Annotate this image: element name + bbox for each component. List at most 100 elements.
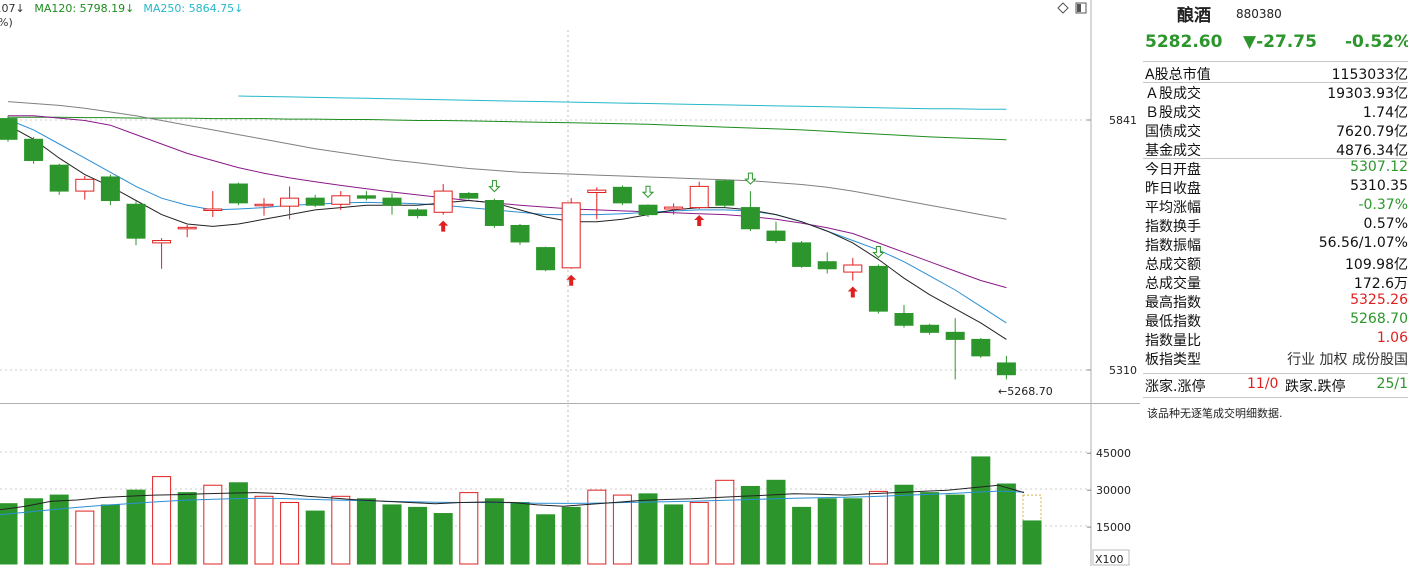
volume-bar [920, 492, 940, 565]
stat-row: 指数换手 0.57% [1143, 216, 1408, 235]
price-tick-label: 5310 [1109, 364, 1137, 377]
stat-row: 今日开盘 5307.12 [1143, 159, 1408, 178]
divider [1143, 61, 1408, 62]
advance-label: 涨家.涨停 [1145, 379, 1206, 395]
volume-bar [177, 492, 197, 565]
stat-value: 109.98亿 [1345, 257, 1408, 273]
volume-bar [382, 504, 402, 565]
volume-bar [1022, 520, 1042, 565]
legend-second-line: %) [0, 16, 13, 29]
volume-bar [868, 490, 888, 565]
volume-bar [740, 485, 760, 565]
stat-row: 指数量比 1.06 [1143, 330, 1408, 349]
stat-row: 总成交额 109.98亿 [1143, 254, 1408, 273]
ma-short-line [7, 124, 1007, 340]
candle-body [971, 338, 991, 357]
down-arrow-icon [641, 185, 655, 198]
volume-bar [612, 494, 632, 565]
candle-body [920, 324, 940, 333]
advance-value: 11/0 [1247, 376, 1279, 392]
volume-bar [766, 479, 786, 565]
volume-bar [126, 489, 146, 565]
volume-bar [228, 482, 248, 565]
up-arrow-icon [847, 286, 858, 298]
advance-decline-row: 涨家.涨停 11/0 跌家.跌停 25/1 [1143, 376, 1408, 395]
candle-body [945, 331, 965, 340]
volume-bar [971, 456, 991, 565]
candle-body [152, 240, 172, 244]
down-arrow-icon [488, 180, 501, 193]
volume-bar [305, 510, 325, 565]
candle-body [203, 208, 223, 211]
candle-body [331, 195, 351, 205]
candle-body [484, 200, 504, 226]
stat-value: 1153033亿 [1331, 67, 1408, 83]
kline-chart[interactable]: 5841 5310 45000 30000 15000 X100 ←5268.70 .07↓… [0, 0, 1140, 566]
ma-legend-item: MA120: 5798.19↓ [34, 2, 134, 15]
diamond-icon[interactable] [1057, 2, 1069, 14]
candle-body [792, 242, 812, 267]
last-price: 5282.60 [1145, 32, 1223, 52]
quote-panel: 酿酒 880380 5282.60 ▼-27.75 -0.52% A股总市值 11… [1143, 0, 1408, 566]
volume-bar [561, 506, 581, 565]
stat-label: 国债成交 [1145, 124, 1201, 140]
stat-row: 平均涨幅 -0.37% [1143, 197, 1408, 216]
price-tick-label: 5841 [1109, 114, 1137, 127]
stat-label: 总成交量 [1145, 276, 1201, 292]
stat-value: 0.57% [1363, 216, 1408, 232]
price-change-pct: -0.52% [1345, 32, 1408, 52]
volume-bar [203, 484, 223, 565]
candle-body [894, 313, 914, 326]
volume-bar [484, 498, 504, 565]
candle-body [817, 261, 837, 270]
candle-body [126, 203, 146, 239]
stat-label: 平均涨幅 [1145, 200, 1201, 216]
stat-value: 5310.35 [1350, 178, 1408, 194]
volume-bar [587, 489, 607, 565]
volume-bar [433, 513, 453, 565]
volume-bar [945, 494, 965, 565]
stat-value: 1.74亿 [1362, 105, 1408, 121]
stat-label: Ａ股成交 [1145, 86, 1201, 102]
volume-bar [24, 498, 44, 565]
candle-body [561, 202, 581, 269]
candle-body [382, 197, 402, 206]
stat-row: 板指类型 行业 加权 成份股国 [1143, 349, 1408, 368]
stat-value: 19303.93亿 [1327, 86, 1408, 102]
candle-body [254, 203, 274, 207]
divider [1143, 82, 1408, 83]
volume-unit-box [1092, 549, 1130, 566]
stat-row: 指数振幅 56.56/1.07% [1143, 235, 1408, 254]
decline-label: 跌家.跌停 [1285, 379, 1346, 395]
up-arrow-icon [694, 214, 705, 226]
candle-body [24, 138, 44, 161]
volume-bar [996, 483, 1016, 565]
stat-value: 172.6万 [1353, 276, 1408, 292]
ma-blue-line [7, 119, 1007, 324]
ma-legend-item: MA250: 5864.75↓ [143, 2, 243, 15]
divider [1143, 397, 1408, 398]
volume-bar [75, 510, 95, 565]
candle-body [49, 164, 69, 192]
volume-bar [280, 501, 300, 565]
volume-bar [0, 503, 18, 565]
index-name: 酿酒 [1177, 6, 1211, 26]
stat-value: -0.37% [1358, 197, 1408, 213]
stat-label: 基金成交 [1145, 143, 1201, 159]
stat-row: 最低指数 5268.70 [1143, 311, 1408, 330]
up-arrow-icon [438, 220, 449, 232]
up-arrow-icon [566, 274, 577, 286]
stat-row: Ｂ股成交 1.74亿 [1143, 102, 1408, 121]
volume-bar [254, 495, 274, 565]
candle-body [433, 190, 453, 213]
candle-body [766, 230, 786, 242]
window-icon[interactable] [1075, 2, 1087, 14]
stat-label: 板指类型 [1145, 352, 1201, 368]
stat-value: 5325.26 [1350, 292, 1408, 308]
window-icon-fill [1077, 4, 1081, 12]
stat-label: 最低指数 [1145, 314, 1201, 330]
volume-bar [843, 498, 863, 565]
volume-bar [817, 498, 837, 565]
stat-label: 指数换手 [1145, 219, 1201, 235]
candle-body [408, 209, 428, 217]
